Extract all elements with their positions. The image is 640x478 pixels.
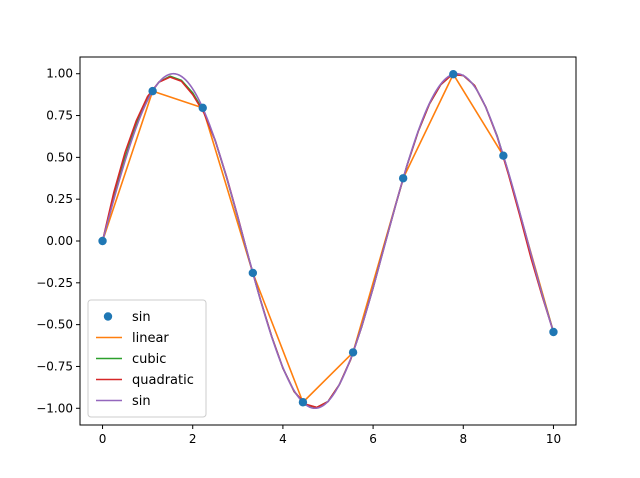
x-tick-label: 2 [189,432,197,446]
data-point-sin [248,268,258,278]
y-tick-label: 0.25 [46,192,73,206]
data-point-sin [449,70,458,79]
data-point-sin [549,327,558,337]
y-tick-label: −0.50 [36,318,73,332]
x-axis: 0 2 4 6 8 10 [99,425,561,446]
x-tick-label: 10 [546,432,561,446]
series-line-sin [101,72,555,410]
y-tick-label: 0.75 [46,109,73,123]
y-tick-label: −0.75 [36,359,73,373]
x-tick-label: 8 [459,432,467,446]
legend-label: sin [132,310,151,325]
y-tick-label: 1.00 [46,67,73,81]
legend-label: cubic [132,352,166,367]
series-line-linear [101,73,555,404]
y-tick-label: 0.50 [46,150,73,164]
legend-marker [103,312,113,321]
legend-label: linear [132,331,169,346]
data-point-sin [499,151,508,160]
data-point-sin [198,103,207,113]
data-point-sin [348,348,358,357]
y-tick-label: −0.25 [36,276,73,290]
data-point-sin [98,236,107,246]
x-tick-label: 6 [369,432,377,446]
legend-box [87,299,207,418]
y-tick-label: −1.00 [36,401,73,415]
legend: sin linear cubic quadratic sin [87,299,207,418]
x-tick-label: 0 [99,432,107,446]
data-point-sin [298,398,308,407]
legend-label: sin [132,394,151,409]
legend-label: quadratic [132,373,194,388]
y-axis: 1.00 0.75 0.50 0.25 0.00 −0.25 −0.50 −0.75 −1.00 [36,67,80,415]
plot-area [98,70,558,410]
data-point-sin [148,86,157,96]
x-tick-label: 4 [279,432,287,446]
data-point-sin [398,174,408,183]
y-tick-label: 0.00 [46,234,73,248]
